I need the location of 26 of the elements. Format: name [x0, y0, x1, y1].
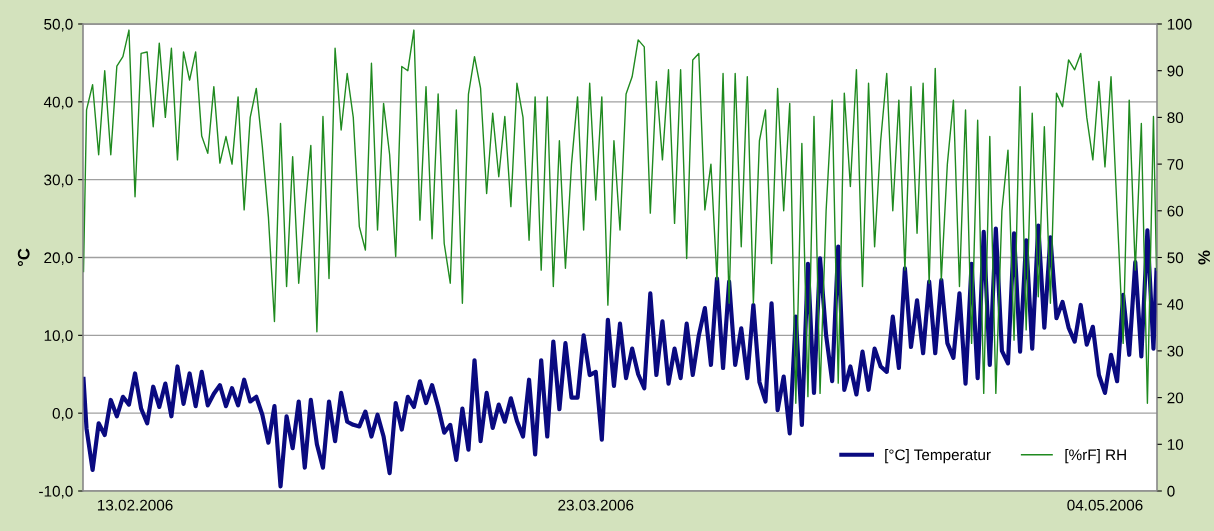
y2-tick-label: 80 — [1167, 112, 1184, 124]
line-series — [83, 29, 1157, 404]
y-tick-label: 40,0 — [43, 96, 73, 110]
legend-label: [%rF] RH — [1065, 449, 1126, 464]
y2-tick-label: 70 — [1167, 158, 1184, 170]
y2-tick-label: 100 — [1167, 18, 1192, 30]
y2-tick-label: 90 — [1167, 65, 1184, 77]
y-tick-label: 10,0 — [44, 330, 73, 343]
x-tick-label: 04.05.2006 — [1067, 499, 1143, 511]
x-tick-label: 23.03.2006 — [558, 499, 634, 511]
y2-tick-label: 20 — [1167, 392, 1184, 404]
y2-tick-label: 50 — [1167, 252, 1184, 264]
y-tick-label: -10,0 — [39, 485, 73, 499]
y2-tick-label: 30 — [1167, 345, 1184, 357]
y2-tick-label: 10 — [1167, 439, 1184, 450]
y-tick-label: 20,0 — [44, 252, 73, 265]
y2-tick-label: 40 — [1167, 299, 1184, 310]
y-axis-title: °C — [17, 248, 30, 267]
y2-axis-title: % — [1198, 250, 1210, 265]
y-tick-label: 0,0 — [52, 408, 73, 421]
y-tick-label: 30,0 — [44, 174, 73, 188]
y-tick-label: 50,0 — [44, 18, 73, 32]
x-tick-label: 13.02.2006 — [97, 499, 173, 511]
y2-tick-label: 60 — [1167, 205, 1184, 217]
legend-label: [°C] Temperatur — [885, 449, 991, 464]
y2-tick-label: 0 — [1167, 485, 1175, 497]
